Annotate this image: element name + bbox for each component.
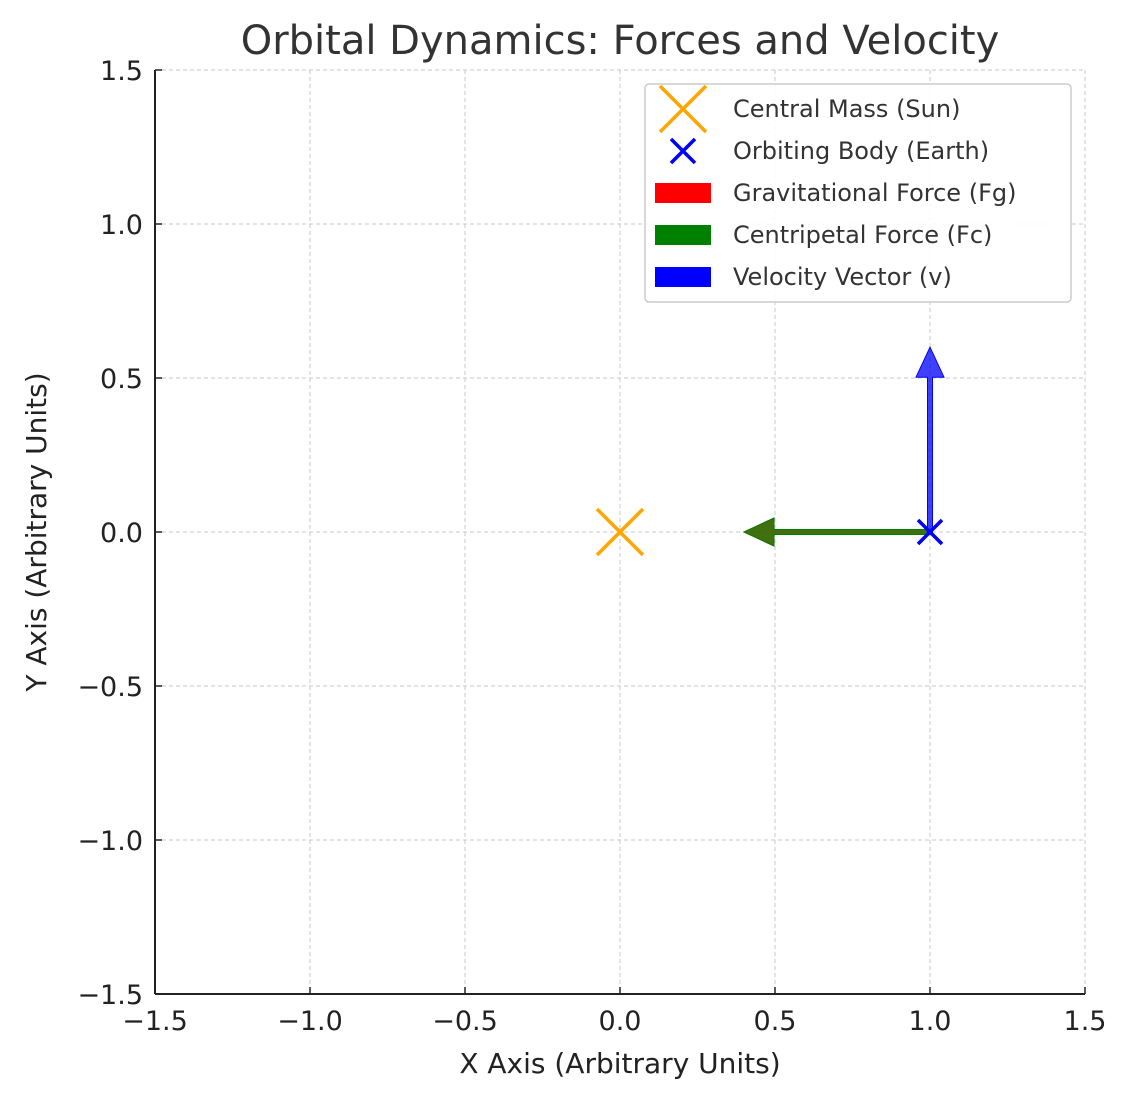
legend-patch [655, 225, 711, 245]
y-axis-label: Y Axis (Arbitrary Units) [20, 372, 53, 692]
y-tick-label: −0.5 [77, 672, 143, 703]
x-tick-label: 0.0 [599, 1006, 642, 1037]
ticks: −1.5 −1.0 −0.5 0.0 0.5 1.0 1.5 −1.5 −1.0 −0.5 0.0 0… [77, 56, 1106, 1037]
x-tick-label: 0.5 [754, 1006, 797, 1037]
legend-label: Centripetal Force (Fc) [733, 221, 992, 249]
y-tick-label: −1.5 [77, 980, 143, 1011]
legend-label: Gravitational Force (Fg) [733, 179, 1016, 207]
orbiting-body-earth-marker [916, 518, 944, 546]
y-tick-label: 1.5 [100, 56, 143, 87]
legend-marker-sun [658, 84, 708, 134]
points [595, 507, 944, 557]
x-tick-label: 1.0 [909, 1006, 952, 1037]
x-tick-label: −0.5 [432, 1006, 498, 1037]
legend-item: Centripetal Force (Fc) [655, 221, 992, 249]
legend-marker-earth [669, 137, 697, 165]
y-tick-label: 0.0 [100, 518, 143, 549]
y-tick-label: −1.0 [77, 826, 143, 857]
y-tick-label: 1.0 [100, 210, 143, 241]
marker-stroke [595, 507, 645, 557]
legend-label: Orbiting Body (Earth) [733, 137, 989, 165]
centripetal-force-fc-arrow [742, 517, 931, 547]
x-tick-label: −1.0 [277, 1006, 343, 1037]
legend: Central Mass (Sun) Orbiting Body (Earth) G… [644, 83, 1072, 303]
legend-box [644, 83, 1072, 303]
x-axis-label: X Axis (Arbitrary Units) [459, 1047, 780, 1080]
marker-stroke [916, 518, 944, 546]
x-tick-label: 1.5 [1064, 1006, 1107, 1037]
chart-title: Orbital Dynamics: Forces and Velocity [241, 18, 1000, 64]
legend-item: Velocity Vector (v) [655, 263, 952, 291]
legend-label: Velocity Vector (v) [733, 263, 952, 291]
vectors [742, 346, 945, 547]
legend-patch [655, 183, 711, 203]
y-tick-label: 0.5 [100, 364, 143, 395]
central-mass-sun-marker [595, 507, 645, 557]
legend-label: Central Mass (Sun) [733, 95, 960, 123]
x-tick-label: −1.5 [122, 1006, 188, 1037]
legend-patch [655, 267, 711, 287]
legend-item: Central Mass (Sun) [658, 84, 960, 134]
legend-item: Orbiting Body (Earth) [669, 137, 989, 165]
velocity-vector-v-arrow [915, 346, 945, 533]
legend-item: Gravitational Force (Fg) [655, 179, 1016, 207]
